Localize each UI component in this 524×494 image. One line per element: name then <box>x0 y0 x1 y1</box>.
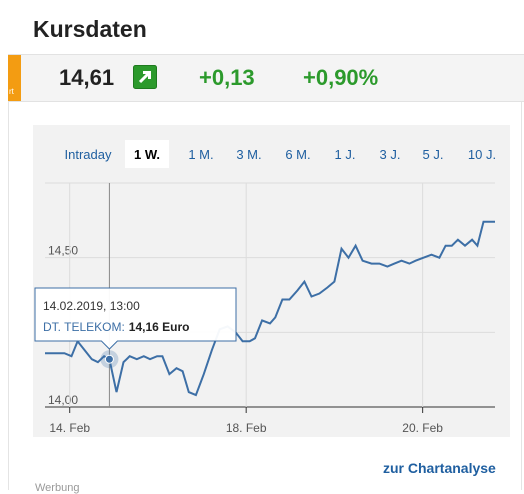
tooltip-box <box>34 287 237 350</box>
tab[interactable]: 5 J. <box>423 147 444 162</box>
change: +0,13 <box>199 65 255 90</box>
tab[interactable]: 1 W. <box>134 147 160 162</box>
tab[interactable]: Intraday <box>65 147 112 162</box>
tab[interactable]: 10 J. <box>468 147 496 162</box>
widget-frame <box>8 100 522 490</box>
tooltip-date: 14.02.2019, 13:00 <box>43 299 140 313</box>
hover-point <box>104 354 114 364</box>
tab[interactable]: 1 M. <box>188 147 213 162</box>
chart-analysis-link[interactable]: zur Chartanalyse <box>383 460 496 476</box>
tab-selected-bg <box>125 140 169 168</box>
up-arrow-icon <box>133 65 157 89</box>
realtime-badge: rt <box>8 55 21 101</box>
tooltip-label: DT. TELEKOM: <box>43 320 125 334</box>
y-tick-label: 14,50 <box>48 244 78 258</box>
badge-text: rt <box>9 87 14 96</box>
tab[interactable]: 1 J. <box>335 147 356 162</box>
ad-label: Werbung <box>35 482 80 494</box>
quote-row: rt 14,61 +0,13 +0,90% <box>8 54 524 102</box>
x-tick-label: 18. Feb <box>226 421 267 435</box>
tooltip-line: DT. TELEKOM: 14,16 Euro <box>43 320 190 334</box>
title: Kursdaten <box>33 16 147 42</box>
tab[interactable]: 6 M. <box>285 147 310 162</box>
tab[interactable]: 3 M. <box>236 147 261 162</box>
tab[interactable]: 3 J. <box>380 147 401 162</box>
chart-panel <box>33 125 510 437</box>
y-tick-label: 14,00 <box>48 393 78 407</box>
x-tick-label: 20. Feb <box>402 421 443 435</box>
price-line <box>45 220 495 397</box>
change-percent: +0,90% <box>303 65 379 90</box>
price: 14,61 <box>59 65 115 90</box>
tooltip-value: 14,16 Euro <box>129 320 190 334</box>
x-tick-label: 14. Feb <box>49 421 90 435</box>
